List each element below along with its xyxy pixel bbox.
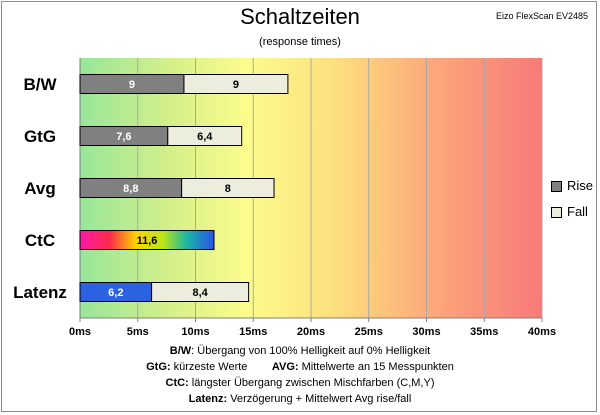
legend-rise-swatch — [551, 181, 562, 193]
bar-fall — [183, 74, 289, 94]
x-tick-label: 5ms — [127, 326, 149, 338]
footnote-latenz: Latenz: Verzögerung + Mittelwert Avg ris… — [0, 391, 600, 407]
footnote-ctc: CtC: längster Übergang zwischen Mischfar… — [0, 375, 600, 391]
x-tick-label: 10ms — [181, 326, 209, 338]
x-axis-ticks: 0ms 5ms 10ms 15ms 20ms 25ms 30ms 35ms 40ms — [69, 318, 556, 338]
category-label: GtG — [24, 127, 56, 146]
chart-title: Schaltzeiten — [240, 4, 360, 29]
footnote-latenz-text: Verzögerung + Mittelwert Avg rise/fall — [227, 393, 412, 405]
legend-rise-label: Rise — [567, 178, 594, 193]
footnote-bw-key: B/W — [169, 345, 192, 357]
footnote-bw: B/W: Übergang von 100% Helligkeit auf 0%… — [0, 343, 600, 359]
footnote-latenz-key: Latenz: — [188, 393, 228, 405]
legend-fall-swatch — [551, 207, 562, 219]
footnote-gtg-key: GtG: — [146, 361, 171, 373]
x-tick-label: 20ms — [297, 326, 325, 338]
category-label: Latenz — [13, 283, 67, 302]
category-label: CtC — [25, 231, 55, 250]
bar-fall-label: 6,4 — [197, 131, 213, 143]
footnote-avg-text: Mittelwerte an 15 Messpunkten — [298, 361, 454, 373]
legend-fall-label: Fall — [567, 204, 588, 219]
bar-fall-label: 9 — [233, 79, 239, 91]
bar-rise-label: 9 — [129, 79, 135, 91]
x-tick-label: 0ms — [69, 326, 91, 338]
footnote-gtg-avg: GtG: kürzeste Werte AVG: Mittelwerte an … — [0, 359, 600, 375]
footnotes: B/W: Übergang von 100% Helligkeit auf 0%… — [0, 343, 600, 407]
bar-fall — [181, 178, 275, 198]
category-label: Avg — [24, 179, 56, 198]
category-label: B/W — [23, 75, 57, 94]
footnote-gtg-text: kürzeste Werte — [170, 361, 248, 373]
bar-fall-label: 8 — [225, 183, 231, 195]
footnote-ctc-text: längster Übergang zwischen Mischfarben (… — [188, 377, 435, 389]
monitor-model-label: Eizo FlexScan EV2485 — [495, 11, 588, 21]
footnote-ctc-key: CtC: — [165, 377, 189, 389]
bar-rise — [79, 230, 215, 250]
x-tick-label: 40ms — [528, 326, 556, 338]
bar-rise-label: 6,2 — [108, 287, 123, 299]
legend-fall: Fall — [551, 204, 588, 219]
x-tick-label: 25ms — [355, 326, 383, 338]
x-tick-label: 35ms — [470, 326, 498, 338]
bar-rise-label: 11,6 — [137, 235, 158, 247]
bars: 9 9 7,6 6,4 8,8 8 11,6 6,2 8,4 — [79, 74, 289, 302]
x-tick-label: 15ms — [239, 326, 267, 338]
bar-rise-label: 8,8 — [123, 183, 138, 195]
category-labels: B/W GtG Avg CtC Latenz — [13, 75, 67, 302]
x-tick-label: 30ms — [412, 326, 440, 338]
chart-subtitle: (response times) — [259, 36, 341, 48]
bar-fall — [151, 282, 250, 302]
footnote-avg-key: AVG: — [271, 361, 299, 373]
bar-fall — [167, 126, 243, 146]
legend-rise: Rise — [551, 178, 593, 193]
bar-fall-label: 8,4 — [192, 287, 208, 299]
footnote-bw-text: : Übergang von 100% Helligkeit auf 0% He… — [191, 345, 431, 357]
bar-rise-label: 7,6 — [116, 131, 131, 143]
